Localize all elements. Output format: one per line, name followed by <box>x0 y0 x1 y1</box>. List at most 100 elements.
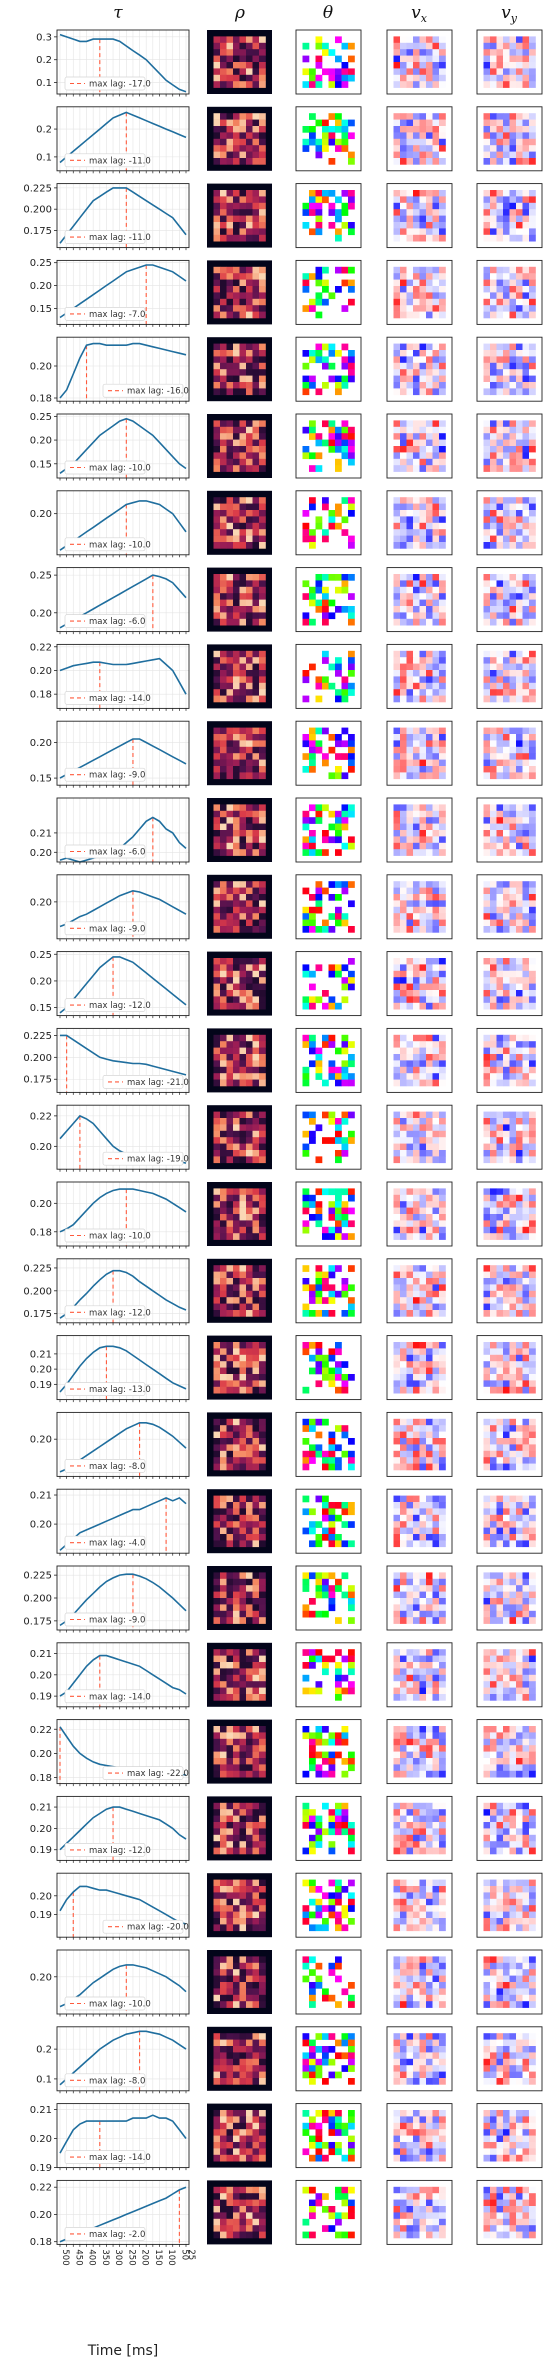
theta-cell <box>322 618 329 626</box>
theta-cell <box>302 1188 310 1196</box>
vx-cell <box>413 1143 420 1151</box>
rho-cell <box>220 990 227 997</box>
theta-cell <box>309 849 316 856</box>
vy-cell <box>516 618 523 626</box>
theta-cell <box>328 746 336 754</box>
vy-map-5 <box>476 413 543 479</box>
vx-cell <box>432 970 440 978</box>
vy-cell <box>496 74 504 82</box>
vx-cell <box>400 881 407 888</box>
theta-cell <box>348 657 355 664</box>
vx-cell <box>419 350 427 357</box>
vx-cell <box>419 522 427 530</box>
rho-cell <box>239 676 247 684</box>
vy-cell <box>490 215 497 223</box>
vx-cell <box>413 804 420 812</box>
vy-frame <box>476 951 543 1017</box>
rho-cell <box>239 881 247 888</box>
rho-cell <box>246 36 253 44</box>
vy-cell <box>529 606 536 613</box>
rho-cell <box>220 292 227 300</box>
vy-cell <box>509 823 517 831</box>
theta-map-6 <box>295 490 362 556</box>
vy-cell <box>516 196 523 204</box>
vx-cell <box>432 375 440 383</box>
rho-cell <box>220 1194 227 1202</box>
vx-cell <box>426 542 433 549</box>
theta-cell <box>322 1079 329 1087</box>
rho-cell <box>220 958 227 965</box>
theta-cell <box>302 273 310 280</box>
rho-cell <box>252 1130 260 1138</box>
theta-cell <box>341 516 349 524</box>
vy-cell <box>529 209 536 216</box>
vx-cell <box>406 388 414 396</box>
theta-cell <box>302 849 310 856</box>
theta-cell <box>302 1207 310 1215</box>
theta-frame <box>295 951 362 1017</box>
vy-cell <box>503 586 510 594</box>
vx-cell <box>419 1220 427 1228</box>
rho-cell <box>246 1265 253 1272</box>
vy-cell <box>483 452 491 460</box>
theta-cell <box>309 1194 316 1202</box>
vy-cell <box>483 913 491 920</box>
vy-cell <box>490 1111 497 1119</box>
vx-cell <box>439 574 446 581</box>
theta-cell <box>322 727 329 735</box>
vx-cell <box>393 740 401 748</box>
vy-cell <box>522 375 530 383</box>
vy-cell <box>490 234 497 242</box>
vx-cell <box>406 439 414 447</box>
vx-cell <box>439 369 446 376</box>
vy-cell <box>490 830 497 837</box>
vy-cell <box>490 740 497 748</box>
rho-cell <box>233 1194 240 1202</box>
theta-cell <box>348 612 355 620</box>
vx-cell <box>426 119 433 127</box>
vx-cell <box>393 593 401 600</box>
vy-cell <box>483 900 491 908</box>
vx-cell <box>432 586 440 594</box>
vy-cell <box>522 158 530 165</box>
vx-cell <box>439 663 446 671</box>
rho-cell <box>252 62 260 69</box>
vy-cell <box>490 881 497 888</box>
rho-cell <box>213 196 221 204</box>
vy-cell <box>516 420 523 428</box>
vx-cell <box>419 977 427 984</box>
vx-cell <box>413 1130 420 1138</box>
vx-cell <box>419 190 427 197</box>
rho-cell <box>239 1290 247 1298</box>
theta-cell <box>348 740 355 748</box>
vy-cell <box>509 1054 517 1061</box>
vy-cell <box>516 375 523 383</box>
rho-cell <box>246 1310 253 1317</box>
rho-cell <box>252 1303 260 1311</box>
vx-cell <box>439 887 446 895</box>
rho-cell <box>233 273 240 280</box>
vx-cell <box>419 612 427 620</box>
rho-map-4 <box>207 337 272 402</box>
vx-cell <box>413 426 420 434</box>
theta-cell <box>348 682 355 690</box>
vy-cell <box>503 618 510 626</box>
vy-cell <box>522 1284 530 1292</box>
vy-cell <box>490 1297 497 1304</box>
vy-cell <box>503 900 510 908</box>
theta-cell <box>348 1303 355 1311</box>
rho-cell <box>252 881 260 888</box>
vy-cell <box>522 74 530 82</box>
theta-cell <box>328 1310 336 1317</box>
vx-cell <box>400 497 407 504</box>
vx-frame <box>386 259 453 325</box>
vy-cell <box>490 734 497 741</box>
theta-cell <box>302 510 310 517</box>
theta-cell <box>309 209 316 216</box>
vx-cell <box>400 599 407 607</box>
vy-cell <box>509 305 517 312</box>
legend-label: max lag: -19.0 <box>127 1155 189 1165</box>
vx-cell <box>406 996 414 1004</box>
theta-cell <box>335 465 342 472</box>
rho-cell <box>226 1226 234 1234</box>
